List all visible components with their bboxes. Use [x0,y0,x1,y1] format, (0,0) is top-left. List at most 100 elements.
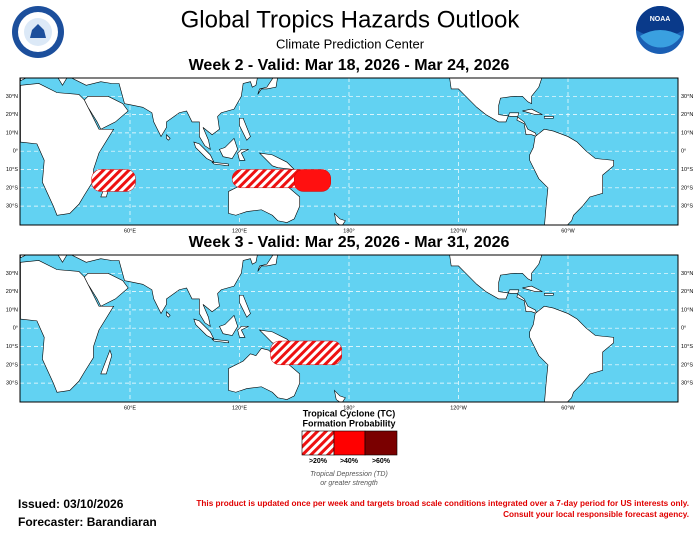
hazard-area [91,169,136,192]
land [239,294,251,318]
lat-label: 30°N [6,94,18,100]
land [543,293,554,296]
land [449,255,543,315]
land [166,311,171,318]
issued: Issued: 03/10/2026 [18,497,124,511]
legend-swatch [364,430,398,456]
land [70,78,258,151]
lon-label: 120°W [450,228,467,234]
lat-label: 0° [13,326,18,332]
land [257,78,278,95]
lon-label: 60°E [124,405,136,411]
land [529,128,614,225]
lat-label: 20°N [681,112,693,118]
land [70,255,258,328]
land [84,96,129,130]
land [522,285,543,292]
lat-label: 10°N [681,130,693,136]
legend-title: Tropical Cyclone (TC) [303,408,396,418]
legend: Tropical Cyclone (TC) Formation Probabil… [301,408,398,487]
lon-label: 120°W [450,405,467,411]
legend-swatch [333,430,366,456]
map-frame [19,77,679,226]
land [333,389,346,402]
land [211,338,229,344]
lat-label: 20°N [681,289,693,295]
land [285,403,290,407]
lat-label: 30°N [6,271,18,277]
lat-label: 30°S [6,381,18,387]
land [100,349,113,375]
disclaimer: This product is updated once per week an… [196,499,689,508]
legend-level: >40% [340,458,359,465]
lon-label: 60°W [561,228,575,234]
lat-label: 30°N [681,94,693,100]
lat-label: 10°S [681,344,693,350]
lat-label: 20°N [6,289,18,295]
land [20,83,115,216]
land [258,152,296,170]
land [285,226,290,230]
land [20,260,115,393]
land [166,134,171,141]
noaa-logo: NOAA [636,6,684,54]
noaa-text: NOAA [650,16,671,23]
legend-note: Tropical Depression (TD) [310,471,388,478]
hazard-area [294,169,331,192]
land [257,255,278,272]
lon-label: 60°E [124,228,136,234]
land [543,116,554,119]
lat-label: 20°S [6,362,18,368]
lat-label: 10°N [681,307,693,313]
lon-label: 180° [343,228,354,234]
land [20,78,27,82]
map-title: Week 3 - Valid: Mar 25, 2026 - Mar 31, 2… [189,234,510,251]
land [57,78,68,86]
land [333,212,346,225]
lon-label: 120°E [232,405,247,411]
map-frame [19,254,679,403]
legend-title: Formation Probability [302,418,395,428]
lat-label: 20°N [6,112,18,118]
land [239,117,251,141]
lat-label: 0° [13,149,18,155]
land [57,255,68,263]
land [237,149,249,161]
lat-label: 30°S [681,381,693,387]
page-title: Global Tropics Hazards Outlook [181,6,521,33]
land [84,272,129,307]
lat-label: 10°S [6,344,18,350]
hazard-area [270,340,342,366]
map-title: Week 2 - Valid: Mar 18, 2026 - Mar 24, 2… [189,57,510,74]
lon-label: 120°E [232,228,247,234]
lat-label: 30°N [681,271,693,277]
legend-swatch [301,430,335,456]
map [20,78,678,230]
lat-label: 10°N [6,307,18,313]
land [449,78,543,138]
lat-label: 0° [681,326,686,332]
forecaster: Forecaster: Barandiaran [18,515,157,529]
lon-label: 180° [343,405,354,411]
page-subtitle: Climate Prediction Center [276,36,425,51]
land [219,137,239,159]
land [522,108,543,115]
land [529,305,614,402]
lat-label: 20°S [681,185,693,191]
map [20,255,678,407]
legend-level: >60% [372,458,391,465]
maps: Week 2 - Valid: Mar 18, 2026 - Mar 24, 2… [6,57,694,411]
legend-level: >20% [309,458,328,465]
lat-label: 10°N [6,130,18,136]
lat-label: 20°S [6,185,18,191]
lat-label: 0° [681,149,686,155]
lat-label: 30°S [681,204,693,210]
legend-note: or greater strength [320,480,378,487]
disclaimer: Consult your local responsible forecast … [503,510,689,519]
land [237,326,249,338]
land [20,255,27,259]
commerce-seal [12,6,64,58]
lat-label: 10°S [6,167,18,173]
lon-label: 60°W [561,405,575,411]
